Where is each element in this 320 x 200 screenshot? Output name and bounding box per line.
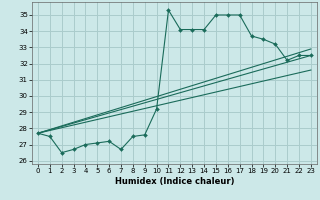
X-axis label: Humidex (Indice chaleur): Humidex (Indice chaleur) [115,177,234,186]
